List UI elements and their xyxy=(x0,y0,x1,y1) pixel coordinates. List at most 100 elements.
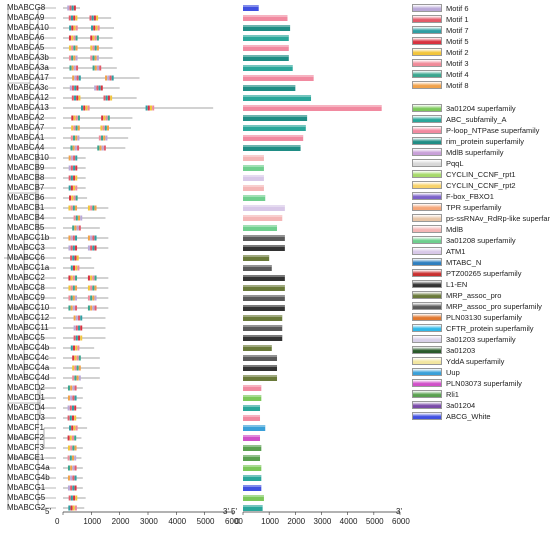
motif-box xyxy=(95,25,98,31)
domain-bar-highlight xyxy=(243,465,262,467)
motif-box xyxy=(92,305,95,311)
domain-legend-label: MRP_assoc_pro superfamily xyxy=(446,302,542,311)
domain-bar-highlight xyxy=(243,145,301,147)
domain-bar xyxy=(243,25,291,31)
motif-box xyxy=(97,65,100,71)
motif-box xyxy=(68,505,71,511)
motif-box xyxy=(74,445,77,451)
domain-bar xyxy=(243,345,272,351)
motif-box xyxy=(69,435,72,441)
motif-legend-swatch xyxy=(412,81,442,89)
motif-box xyxy=(70,255,73,261)
motif-box xyxy=(74,505,77,511)
gene-label: MbABCD1 xyxy=(7,393,45,402)
motif-box xyxy=(80,215,83,221)
motif-box xyxy=(96,45,99,51)
domain-bar xyxy=(243,185,264,191)
motif-box xyxy=(76,75,79,81)
domain-bar-highlight xyxy=(243,455,261,457)
motif-box xyxy=(68,285,71,291)
motif-box xyxy=(72,245,75,251)
gene-label: MbABCC2 xyxy=(7,273,45,282)
motif-legend-swatch xyxy=(412,59,442,67)
domain-legend-swatch xyxy=(412,335,442,343)
domain-bar xyxy=(243,265,272,271)
motif-box xyxy=(71,65,74,71)
motif-box xyxy=(76,255,79,261)
motif-box xyxy=(72,255,75,261)
motif-box xyxy=(101,135,104,141)
domain-bar-highlight xyxy=(243,175,264,177)
domain-legend-swatch xyxy=(412,346,442,354)
gene-label: MbABCC4a xyxy=(7,363,50,372)
domain-bar-highlight xyxy=(243,85,296,87)
domain-bar-highlight xyxy=(243,355,278,357)
domain-bar xyxy=(243,5,259,11)
motif-box xyxy=(73,125,76,131)
motif-box xyxy=(69,25,72,31)
motif-box xyxy=(70,295,73,301)
domain-bar-highlight xyxy=(243,505,263,507)
motif-box xyxy=(70,135,73,141)
motif-box xyxy=(92,65,95,71)
right-axis-tick-label: 0 xyxy=(235,517,240,526)
motif-box xyxy=(74,465,77,471)
domain-bar xyxy=(243,105,382,111)
domain-bar xyxy=(243,305,285,311)
axis-end-label: 3' xyxy=(223,507,229,516)
motif-box xyxy=(73,45,76,51)
motif-box xyxy=(73,55,76,61)
motif-box xyxy=(75,115,78,121)
domain-bar xyxy=(243,385,262,391)
domain-bar xyxy=(243,115,308,121)
motif-box xyxy=(70,145,73,151)
domain-bar xyxy=(243,235,285,241)
domain-bar xyxy=(243,355,278,361)
motif-box xyxy=(70,345,73,351)
motif-box xyxy=(69,425,72,431)
motif-box xyxy=(107,115,110,121)
right-axis-tick-label: 3000 xyxy=(313,517,332,526)
motif-box xyxy=(72,295,75,301)
motif-box xyxy=(68,45,71,51)
motif-box xyxy=(69,455,72,461)
motif-box xyxy=(71,115,74,121)
motif-box xyxy=(107,75,110,81)
motif-box xyxy=(67,405,70,411)
domain-bar-highlight xyxy=(243,305,285,307)
motif-box xyxy=(74,375,77,381)
domain-bar xyxy=(243,195,266,201)
motif-box xyxy=(70,175,73,181)
motif-box xyxy=(67,395,70,401)
motif-box xyxy=(68,55,71,61)
motif-box xyxy=(96,35,99,41)
motif-box xyxy=(73,175,76,181)
motif-box xyxy=(87,305,90,311)
gene-label: MbABCG4b xyxy=(7,473,50,482)
left-axis-tick-label: 0 xyxy=(55,517,60,526)
motif-box xyxy=(81,105,84,111)
motif-box xyxy=(70,165,73,171)
motif-box xyxy=(75,45,78,51)
domain-legend-label: PLN03073 superfamily xyxy=(446,379,522,388)
domain-legend-swatch xyxy=(412,390,442,398)
domain-legend-label: ATM1 xyxy=(446,247,466,256)
motif-box xyxy=(70,385,73,391)
motif-box xyxy=(92,45,95,51)
motif-box xyxy=(70,305,73,311)
domain-legend-label: ABC_subfamily_A xyxy=(446,115,507,124)
gene-label: MbABCC5 xyxy=(7,333,45,342)
motif-box xyxy=(73,165,76,171)
domain-legend-swatch xyxy=(412,214,442,222)
motif-box xyxy=(76,365,79,371)
motif-box xyxy=(96,55,99,61)
domain-legend-swatch xyxy=(412,269,442,277)
domain-legend-swatch xyxy=(412,203,442,211)
motif-box xyxy=(77,145,80,151)
motif-box xyxy=(78,335,81,341)
motif-box xyxy=(111,75,114,81)
motif-box xyxy=(85,105,88,111)
domain-legend-label: P-loop_NTPase superfamily xyxy=(446,126,540,135)
gene-label: MbABCB7 xyxy=(7,183,45,192)
domain-bar xyxy=(243,375,278,381)
